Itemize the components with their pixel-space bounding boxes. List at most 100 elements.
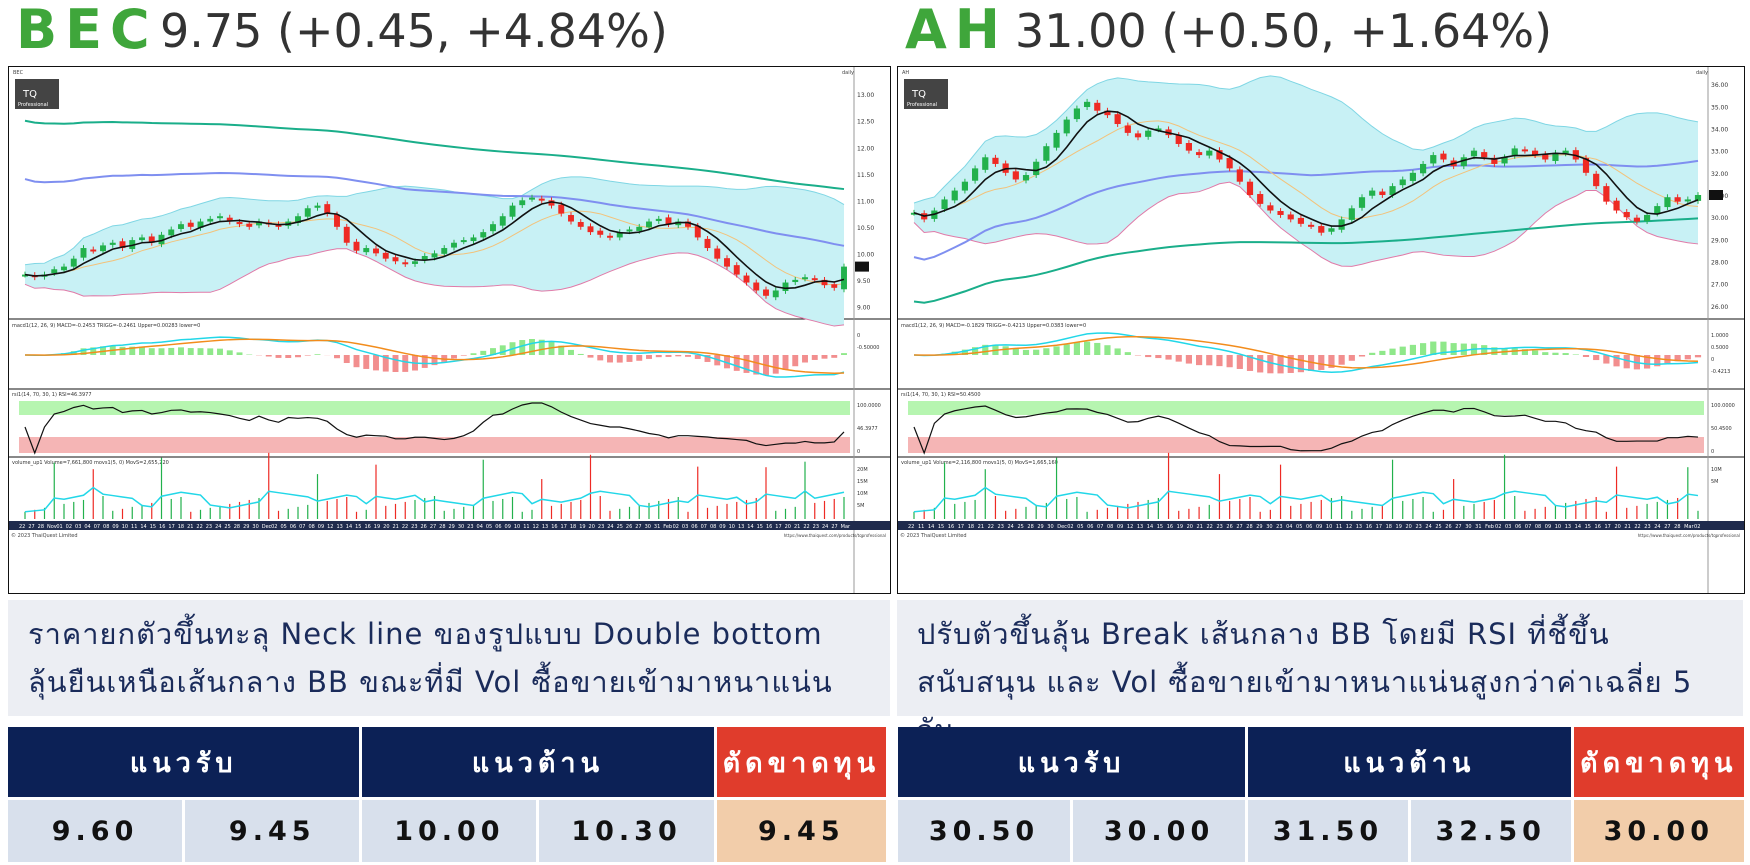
candle-body: [972, 168, 978, 180]
date-tick-label: 05: [1296, 524, 1302, 530]
macd-tick-label: -0.50000: [857, 345, 879, 351]
date-tick-label: 15: [1157, 524, 1163, 530]
date-tick-label: 29: [1256, 524, 1262, 530]
candle-body: [783, 283, 789, 291]
date-tick-label: 09: [1545, 524, 1551, 530]
date-tick-label: 27: [1455, 524, 1461, 530]
macd-histogram-bar: [1237, 355, 1243, 369]
candle-body: [432, 253, 438, 257]
candle-body: [1430, 155, 1436, 163]
macd-histogram-bar: [1216, 355, 1222, 366]
y-tick-label: 29.00: [1711, 237, 1728, 244]
date-tick-label: 23: [206, 524, 212, 530]
date-tick-label: 10: [1326, 524, 1332, 530]
macd-histogram-bar: [1573, 354, 1579, 355]
candle-body: [1664, 197, 1670, 207]
candle-body: [1644, 215, 1650, 221]
candle-body: [490, 224, 496, 231]
candle-body: [992, 158, 998, 164]
macd-histogram-bar: [461, 355, 467, 356]
date-tick-label: 16: [364, 524, 370, 530]
rsi-overbought-zone: [19, 401, 850, 415]
candle-body: [1522, 149, 1528, 151]
macd-histogram-bar: [666, 355, 672, 357]
date-tick-label: 26: [1226, 524, 1232, 530]
date-tick-label: 02: [1495, 524, 1501, 530]
candle-body: [1237, 169, 1243, 181]
y-tick-label: 36.00: [1711, 82, 1728, 89]
macd-histogram-bar: [451, 355, 457, 358]
date-tick-label: 29: [1037, 524, 1043, 530]
macd-histogram-bar: [1400, 347, 1406, 355]
date-tick-label: 15: [1585, 524, 1591, 530]
macd-histogram-bar: [675, 355, 681, 356]
volume-label: volume_up1 Volume=7,661,800 movs1(5, 0) …: [12, 460, 169, 466]
candle-body: [753, 283, 759, 291]
candle-body: [1685, 199, 1691, 201]
date-tick-label: 21: [1624, 524, 1630, 530]
date-tick-label: 27: [28, 524, 34, 530]
candle-body: [402, 262, 408, 264]
macd-histogram-bar: [198, 348, 204, 355]
date-tick-label: 10: [1555, 524, 1561, 530]
date-tick-label: 03: [75, 524, 81, 530]
macd-histogram-bar: [1064, 344, 1070, 355]
candle-body: [1206, 151, 1212, 156]
candle-body: [344, 227, 350, 243]
date-tick-label: 07: [299, 524, 305, 530]
date-tick-label: 20: [1406, 524, 1412, 530]
macd-histogram-bar: [588, 355, 594, 358]
date-tick-label: 14: [928, 524, 934, 530]
macd-histogram-bar: [1339, 355, 1345, 365]
date-tick-label: 14: [1575, 524, 1581, 530]
date-tick-label: 23: [467, 524, 473, 530]
macd-tick-label: -0.4213: [1711, 369, 1730, 375]
date-tick-label: 17: [561, 524, 567, 530]
macd-histogram-bar: [1410, 345, 1416, 355]
date-tick-label: 23: [1216, 524, 1222, 530]
macd-histogram-bar: [617, 355, 623, 363]
date-tick-label: 05: [280, 524, 286, 530]
date-tick-label: 21: [978, 524, 984, 530]
last-price-marker: [1709, 190, 1723, 200]
y-tick-label: 35.00: [1711, 104, 1728, 111]
macd-histogram-bar: [812, 355, 818, 360]
date-tick-label: 14: [747, 524, 753, 530]
chart-title-label: AH: [902, 70, 909, 76]
macd-histogram-bar: [1267, 355, 1273, 373]
macd-histogram-bar: [1695, 355, 1701, 357]
date-tick-label: 16: [766, 524, 772, 530]
date-tick-label: 29: [243, 524, 249, 530]
candle-body: [1094, 103, 1100, 111]
date-tick-label: 18: [1386, 524, 1392, 530]
date-tick-label: 30: [645, 524, 651, 530]
macd-tick-label: 0: [1711, 357, 1714, 363]
analysis-text: ราคายกตัวขึ้นทะลุ Neck line ของรูปแบบ Do…: [8, 600, 890, 716]
date-tick-label: 17: [1376, 524, 1382, 530]
date-tick-label: 06: [495, 524, 501, 530]
macd-histogram-bar: [1318, 355, 1324, 370]
macd-histogram-bar: [1349, 355, 1355, 361]
chart-title-label: BEC: [13, 70, 24, 76]
macd-histogram-bar: [471, 353, 477, 355]
macd-histogram-bar: [685, 355, 691, 357]
date-tick-label: 15: [757, 524, 763, 530]
date-tick-label: 25: [617, 524, 623, 530]
date-tick-label: 05: [486, 524, 492, 530]
date-tick-label: 14: [346, 524, 352, 530]
candle-body: [139, 237, 145, 240]
macd-histogram-bar: [315, 354, 321, 355]
date-tick-label: 06: [1087, 524, 1093, 530]
date-tick-label: 30: [458, 524, 464, 530]
candle-body: [100, 245, 106, 251]
date-tick-label: 22: [1207, 524, 1213, 530]
resistance-2: 32.50: [1411, 800, 1571, 862]
y-tick-label: 9.50: [857, 278, 871, 285]
candle-body: [812, 278, 818, 280]
macd-histogram-bar: [363, 355, 369, 369]
y-tick-label: 32.00: [1711, 171, 1728, 178]
last-price-marker: [855, 262, 869, 272]
candle-body: [714, 249, 720, 259]
candle-body: [51, 269, 57, 273]
volume-tick-label: 5M: [857, 503, 865, 509]
